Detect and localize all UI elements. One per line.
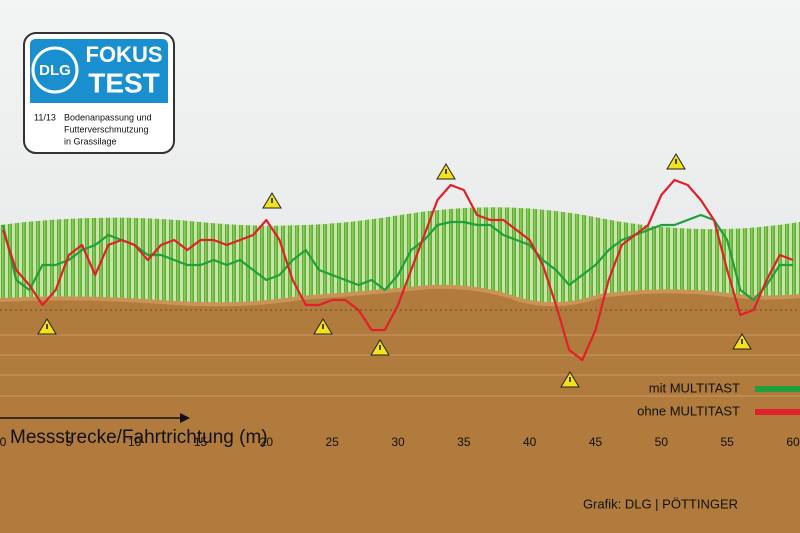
warning-icons <box>37 153 752 388</box>
x-tick-label: 55 <box>720 435 734 449</box>
x-tick-label: 0 <box>0 435 7 449</box>
soil <box>0 286 800 533</box>
grass <box>0 207 800 305</box>
x-tick-label: 5 <box>65 435 72 449</box>
logo-subject: Futterverschmutzung <box>64 124 149 134</box>
credit: Grafik: DLG | PÖTTINGER <box>583 496 738 511</box>
legend-swatch <box>755 386 800 392</box>
logo-issue: 11/13 <box>34 112 56 122</box>
x-tick-label: 60 <box>786 435 800 449</box>
x-tick-label: 20 <box>260 435 274 449</box>
direction-arrow <box>0 413 190 423</box>
x-tick-label: 50 <box>655 435 669 449</box>
logo-subject: Bodenanpassung und <box>64 112 152 122</box>
x-tick-label: 15 <box>194 435 208 449</box>
logo-subject: in Grassilage <box>64 136 117 146</box>
legend-label: mit MULTITAST <box>649 380 740 395</box>
series-line <box>1 178 794 362</box>
soil-lines <box>0 334 800 397</box>
logo-line: FOKUS <box>86 42 163 67</box>
logo-line: TEST <box>88 67 160 98</box>
x-tick-label: 30 <box>391 435 405 449</box>
logo: DLG FOKUS TEST 11/13 Bodenanpassung und … <box>23 32 175 154</box>
soil-edge <box>0 284 800 307</box>
legend-label: ohne MULTITAST <box>637 403 740 418</box>
x-tick-label: 10 <box>128 435 142 449</box>
logo-brand: DLG <box>39 62 71 79</box>
x-tick-label: 25 <box>325 435 339 449</box>
x-tick-label: 45 <box>589 435 603 449</box>
legend-swatch <box>755 409 800 415</box>
x-tick-label: 40 <box>523 435 537 449</box>
x-axis-title: Messstrecke/Fahrtrichtung (m) <box>10 427 268 448</box>
x-tick-label: 35 <box>457 435 471 449</box>
